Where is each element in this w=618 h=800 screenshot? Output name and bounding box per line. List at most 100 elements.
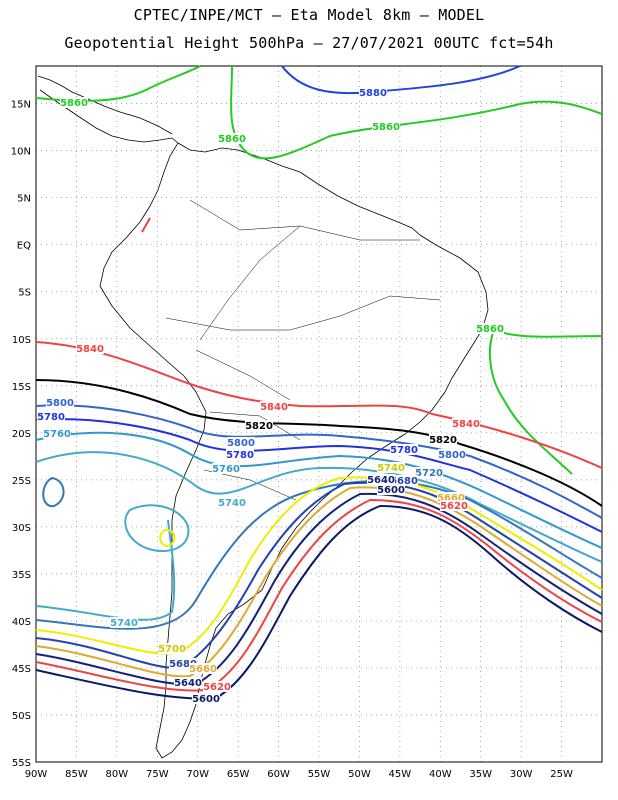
contour-5840-blob <box>141 217 151 233</box>
contour-5740-south <box>35 519 176 621</box>
contour-label: 5800 <box>438 450 466 461</box>
contour-5620 <box>35 498 603 692</box>
contour-label-bg <box>110 617 138 628</box>
lon-tick-label: 85W <box>65 769 88 780</box>
contour-label-bg <box>440 500 468 511</box>
contour-label: 5660 <box>437 493 465 504</box>
contour-5740 <box>35 451 603 563</box>
contour-5600 <box>35 504 603 700</box>
contour-label: 5840 <box>452 419 480 430</box>
contour-label: 5740 <box>218 498 246 509</box>
contour-label: 5860 <box>476 324 504 335</box>
contour-label: 5720 <box>415 468 443 479</box>
contour-label-bg <box>192 693 220 704</box>
contour-5860-middle <box>230 65 603 160</box>
contour-label-bg <box>372 121 400 132</box>
contour-label-bg <box>218 133 246 144</box>
contour-label: 5620 <box>203 682 231 693</box>
contour-label-bg <box>226 449 254 460</box>
map-frame <box>35 65 603 763</box>
contour-label: 5780 <box>390 445 418 456</box>
contour-label-bg <box>476 323 504 334</box>
lat-tick-label: 15S <box>12 382 31 393</box>
contour-label: 5660 <box>189 664 217 675</box>
lat-tick-label: 35S <box>12 570 31 581</box>
lat-tick-label: 30S <box>12 523 31 534</box>
contour-label-bg <box>212 463 240 474</box>
lat-tick-label: 15N <box>11 100 31 111</box>
map-grid <box>35 66 602 763</box>
lat-tick-label: 45S <box>12 664 31 675</box>
contour-label: 5680 <box>390 476 418 487</box>
contour-label: 5860 <box>60 98 88 109</box>
contour-label: 5800 <box>46 398 74 409</box>
lat-tick-label: 50S <box>12 711 31 722</box>
contour-label-bg <box>437 492 465 503</box>
lat-tick-label: 25S <box>12 476 31 487</box>
contour-5800 <box>35 404 603 519</box>
contour-label-bg <box>415 467 443 478</box>
central-america-coastline <box>39 89 179 144</box>
contour-labels: 5880 5860 5860 5860 5860 5840 5840 5840 5820 5820… <box>37 87 504 705</box>
lon-tick-label: 40W <box>429 769 452 780</box>
contour-5760 <box>35 431 603 549</box>
contour-label-bg <box>43 428 71 439</box>
contour-label-bg <box>438 449 466 460</box>
contour-5780 <box>35 418 603 533</box>
contour-label: 5760 <box>43 429 71 440</box>
contour-label-bg <box>390 475 418 486</box>
lat-tick-label: 10S <box>12 335 31 346</box>
contour-label-bg <box>367 474 395 485</box>
lat-tick-label: 40S <box>12 617 31 628</box>
lon-tick-label: 90W <box>25 769 48 780</box>
contour-label: 5760 <box>212 464 240 475</box>
central-america-coastline-north <box>37 75 173 135</box>
contour-label-bg <box>429 434 457 445</box>
contour-label-bg <box>37 411 65 422</box>
coastline-layer <box>37 75 489 759</box>
contour-5660 <box>35 486 603 678</box>
lat-tick-label: 5N <box>17 194 31 205</box>
contour-label-bg <box>189 663 217 674</box>
contour-label: 5820 <box>429 435 457 446</box>
contour-5860-north <box>35 65 201 102</box>
axis-labels: 90W 85W 80W 75W 70W 65W 60W 55W 50W 45W 40W 35W 30W 2… <box>11 100 573 780</box>
contour-5820 <box>35 379 603 507</box>
contour-label-bg <box>169 658 197 669</box>
map-subtitle: Geopotential Height 500hPa – 27/07/2021 … <box>64 34 554 52</box>
lat-tick-label: 5S <box>18 288 31 299</box>
contour-5880 <box>281 65 521 95</box>
contour-label: 5740 <box>377 463 405 474</box>
lon-tick-label: 30W <box>510 769 533 780</box>
contour-label: 5780 <box>37 412 65 423</box>
contour-label-bg <box>390 444 418 455</box>
contour-label: 5840 <box>260 402 288 413</box>
contour-label-bg <box>377 462 405 473</box>
contour-label-bg <box>174 677 202 688</box>
lon-tick-label: 25W <box>550 769 573 780</box>
contour-label: 5880 <box>359 88 387 99</box>
contour-label-bg <box>218 497 246 508</box>
contour-5740-loop <box>124 504 190 552</box>
lon-tick-label: 60W <box>267 769 290 780</box>
contour-label-bg <box>203 681 231 692</box>
contour-label-bg <box>158 643 186 654</box>
contour-label: 5840 <box>76 344 104 355</box>
lon-tick-label: 50W <box>348 769 371 780</box>
contour-label-bg <box>76 343 104 354</box>
contour-label-bg <box>359 87 387 98</box>
contour-label-bg <box>260 401 288 412</box>
contour-label: 5600 <box>377 485 405 496</box>
lon-tick-label: 45W <box>389 769 412 780</box>
contour-label-bg <box>227 437 255 448</box>
contour-label: 5640 <box>174 678 202 689</box>
contour-label-bg <box>60 97 88 108</box>
contour-label: 5820 <box>245 421 273 432</box>
lat-tick-label: 55S <box>12 758 31 769</box>
contour-label: 5860 <box>218 134 246 145</box>
lat-tick-label: EQ <box>17 241 31 252</box>
lon-tick-label: 65W <box>227 769 250 780</box>
contour-label-bg <box>377 484 405 495</box>
contour-label: 5640 <box>367 475 395 486</box>
